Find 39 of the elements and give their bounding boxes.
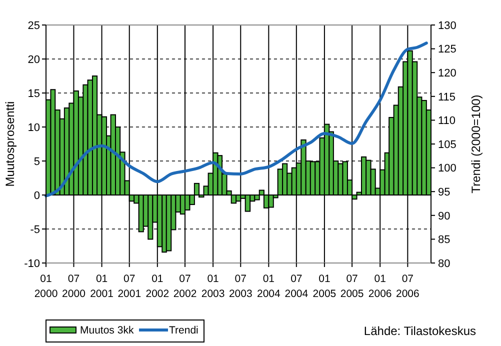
x-tick-label: 07 2001 (118, 273, 142, 300)
y2-tick-label: 100 (438, 162, 456, 175)
y-tick-label: -5 (30, 224, 40, 236)
x-tick-label: 07 2006 (396, 273, 420, 300)
line-series (44, 42, 428, 198)
x-tick-label: 01 2005 (312, 273, 336, 300)
y-tick-label: 0 (34, 190, 40, 202)
x-tick-label: 01 2001 (90, 273, 114, 300)
x-tick-label: 07 2004 (284, 273, 308, 300)
text: Lähde: Tilastokeskus (364, 324, 476, 338)
x-tick-label: 07 2000 (62, 273, 86, 300)
y-tick-label: 5 (34, 156, 40, 168)
y-tick-label: 10 (28, 122, 40, 134)
y2-tick-label: 125 (438, 44, 456, 56)
x-tick-label: 01 2002 (146, 273, 170, 300)
y-tick-label: -10 (24, 258, 40, 270)
y2-axis-title: Trendi (2000=100) (469, 94, 483, 194)
y2-tick-label: 110 (438, 115, 456, 128)
y2-tick-label: 85 (438, 234, 450, 246)
x-tick-label: 07 2005 (340, 273, 364, 300)
x-tick-label: 01 2000 (34, 273, 58, 300)
y2-tick-label: 120 (438, 67, 456, 80)
x-tick-label: 01 2003 (201, 273, 225, 300)
y2-tick-label: 105 (438, 138, 456, 151)
legend-label: Trendi (169, 324, 198, 337)
y-axis-title: Muutosprosentti (3, 101, 17, 187)
x-tick-label: 07 2002 (173, 273, 197, 300)
y2-tick-label: 130 (438, 20, 456, 32)
y-tick-label: 25 (28, 20, 40, 32)
legend-label: Muutos 3kk (80, 324, 134, 337)
x-tick-label: 07 2003 (228, 273, 252, 300)
x-tick-label: 01 2006 (368, 273, 392, 300)
y-tick-label: 15 (28, 88, 40, 100)
y2-tick-label: 115 (438, 91, 456, 104)
y2-tick-label: 90 (438, 210, 450, 222)
y2-tick-label: 80 (438, 258, 450, 270)
x-tick-label: 01 2004 (257, 273, 281, 300)
y-tick-label: 20 (28, 54, 40, 66)
y2-tick-label: 95 (438, 186, 450, 198)
